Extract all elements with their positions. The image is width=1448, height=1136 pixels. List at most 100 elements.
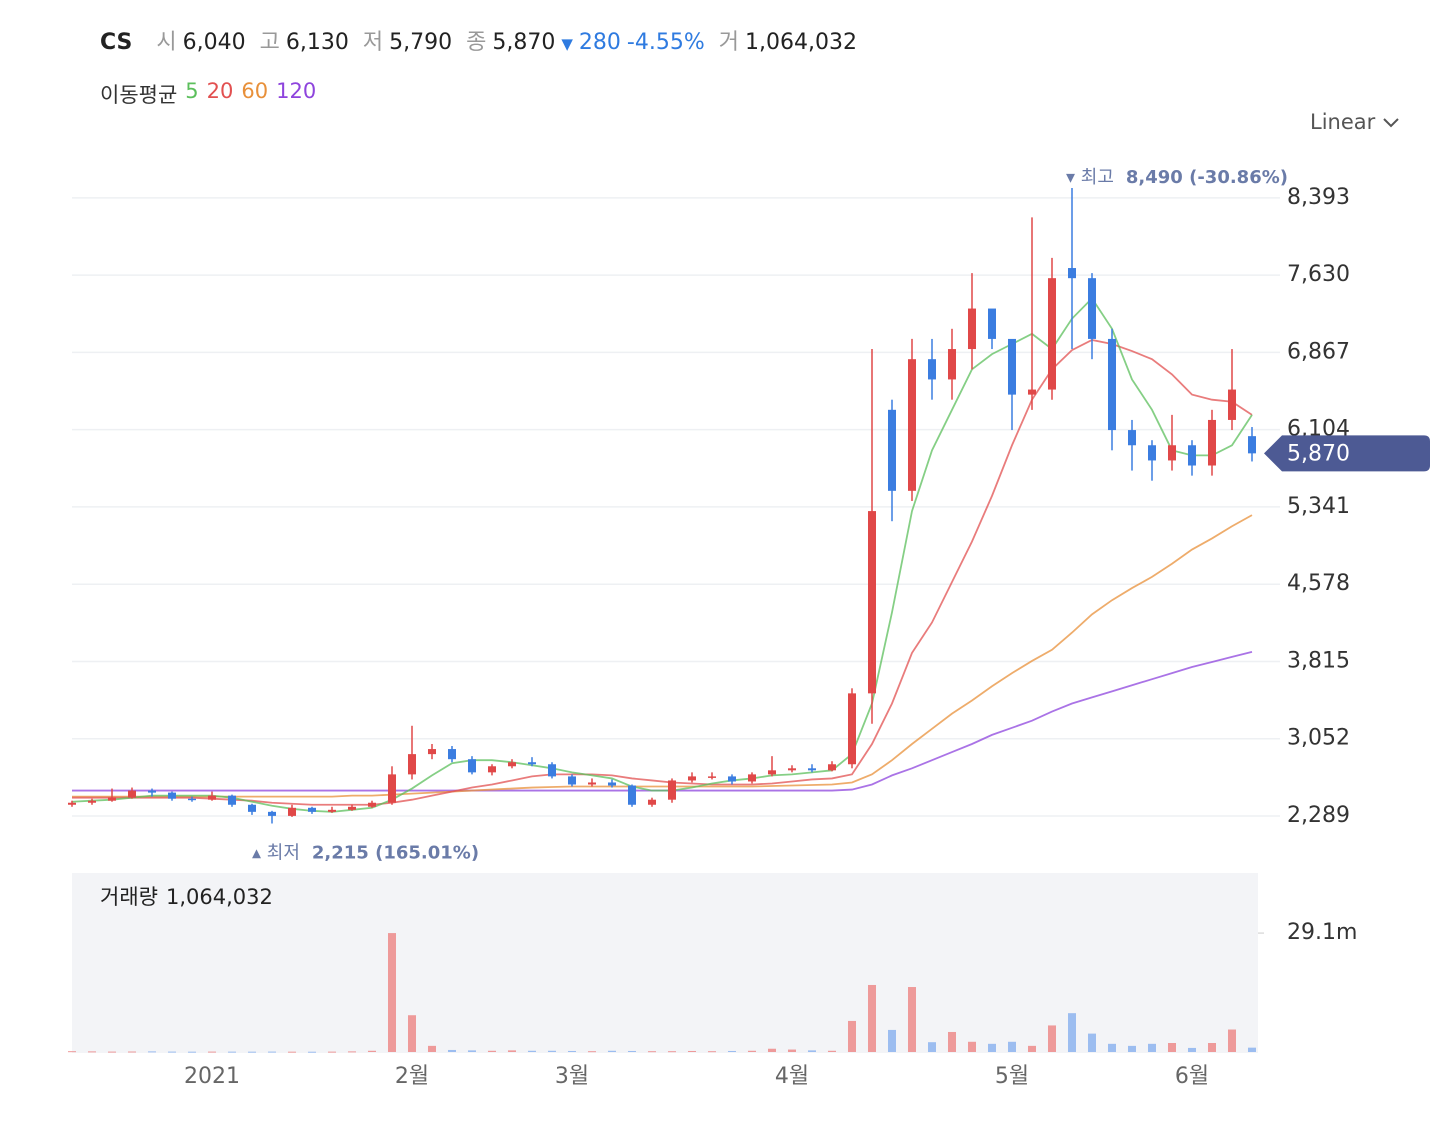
low-annotation: ▴ 최저 2,215 (165.01%) [252, 842, 479, 863]
marker: ▴ [252, 842, 267, 863]
volume-bar [1168, 1043, 1176, 1052]
candle-body [708, 776, 716, 778]
volume-bar [388, 933, 396, 1052]
volume-bar [668, 1051, 676, 1053]
volume-bar [928, 1042, 936, 1052]
candle-body [388, 774, 396, 803]
candle-body [188, 798, 196, 801]
candle-body [1148, 445, 1156, 461]
value: 8,490 (-30.86%) [1126, 167, 1288, 188]
y-tick-label: 2,289 [1287, 803, 1350, 828]
volume-bar [968, 1041, 976, 1052]
candle-body [568, 776, 576, 785]
candle-body [808, 768, 816, 771]
value: 6,130 [285, 30, 349, 55]
volume-bar [908, 987, 916, 1052]
candle-body [768, 770, 776, 775]
y-tick-label: 5,341 [1287, 494, 1350, 519]
y-tick-label: 3,815 [1287, 648, 1350, 673]
x-tick-label: 6월 [1175, 1064, 1209, 1089]
volume-bar [628, 1050, 636, 1052]
label: 고 [259, 30, 280, 55]
volume-bar [508, 1050, 516, 1052]
legend-entry: 60 [241, 79, 269, 103]
volume-panel [72, 873, 1258, 1053]
x-tick-label: 4월 [775, 1064, 809, 1089]
volume-bar [568, 1050, 576, 1052]
change-pct: -4.55% [626, 30, 705, 55]
candle-body [408, 754, 416, 775]
y-tick-label: 8,393 [1287, 185, 1350, 210]
volume-bar [788, 1049, 796, 1052]
candle-body [228, 795, 236, 805]
ma-line [71, 296, 1253, 813]
volume-bar [868, 984, 876, 1052]
candle-body [588, 782, 596, 785]
volume-bar [428, 1045, 436, 1052]
legend-title: 이동평균 [100, 83, 178, 107]
last-price-tag [1264, 435, 1430, 472]
volume-bar [808, 1050, 816, 1052]
legend-entry: 5 [185, 79, 199, 103]
ma-line [72, 650, 1253, 792]
y-tick-label: 7,630 [1287, 262, 1350, 287]
volume-bar [988, 1043, 996, 1052]
value: 5,790 [389, 30, 453, 55]
volume-bar [448, 1049, 456, 1052]
ma-line [72, 514, 1253, 798]
high-annotation: ▾ 최고 8,490 (-30.86%) [1066, 167, 1288, 188]
volume-bar [708, 1051, 716, 1053]
candle-body [648, 799, 656, 805]
volume-bar [588, 1051, 596, 1053]
candle-body [148, 790, 156, 793]
change: 280 [578, 30, 621, 55]
volume-bar [728, 1050, 736, 1052]
volume-bar [648, 1051, 656, 1053]
arrow: ▼ [561, 35, 573, 53]
candle-body [348, 806, 356, 810]
candle-body [628, 785, 636, 805]
y-tick-label: 6,867 [1287, 339, 1350, 364]
scale-toggle[interactable]: Linear [1310, 110, 1400, 134]
value: 5,870 [492, 30, 556, 55]
candle-body [788, 768, 796, 771]
volume-bar [948, 1031, 956, 1052]
candle-body [1248, 436, 1256, 454]
label: 최고 [1081, 167, 1114, 188]
legend-entry: 120 [276, 79, 317, 103]
volume-bar [348, 1051, 356, 1053]
volume-bar [148, 1051, 156, 1053]
volume-bar [1008, 1041, 1016, 1052]
candle-body [168, 792, 176, 799]
candle-body [1048, 278, 1056, 390]
candle-body [268, 811, 276, 816]
volume-bar [1228, 1029, 1236, 1052]
volume-bar [308, 1051, 316, 1053]
candle-body [1208, 419, 1216, 466]
label: 거래량 [100, 885, 158, 909]
volume-label: 거래량 1,064,032 [100, 885, 273, 909]
candle-body [848, 693, 856, 765]
candle-body [968, 308, 976, 350]
candle-body [1028, 389, 1036, 395]
label: 시 [156, 30, 177, 55]
volume-bar [1208, 1043, 1216, 1052]
volume-bar [288, 1051, 296, 1053]
value: 6,040 [182, 30, 246, 55]
volume-bar [168, 1051, 176, 1053]
candle-body [288, 807, 296, 816]
label: 종 [466, 30, 487, 55]
candle-body [888, 409, 896, 491]
volume-bar [468, 1050, 476, 1052]
candle-body [208, 795, 216, 800]
x-tick-label: 5월 [995, 1064, 1029, 1089]
volume-bar [528, 1050, 536, 1052]
volume-tick-label: 29.1m [1287, 920, 1357, 945]
scale-text[interactable]: Linear [1310, 110, 1376, 134]
candle-body [328, 809, 336, 812]
volume-bar [228, 1051, 236, 1053]
candle-body [1228, 389, 1236, 420]
x-tick-label: 3월 [555, 1064, 589, 1089]
volume-bar [548, 1050, 556, 1052]
